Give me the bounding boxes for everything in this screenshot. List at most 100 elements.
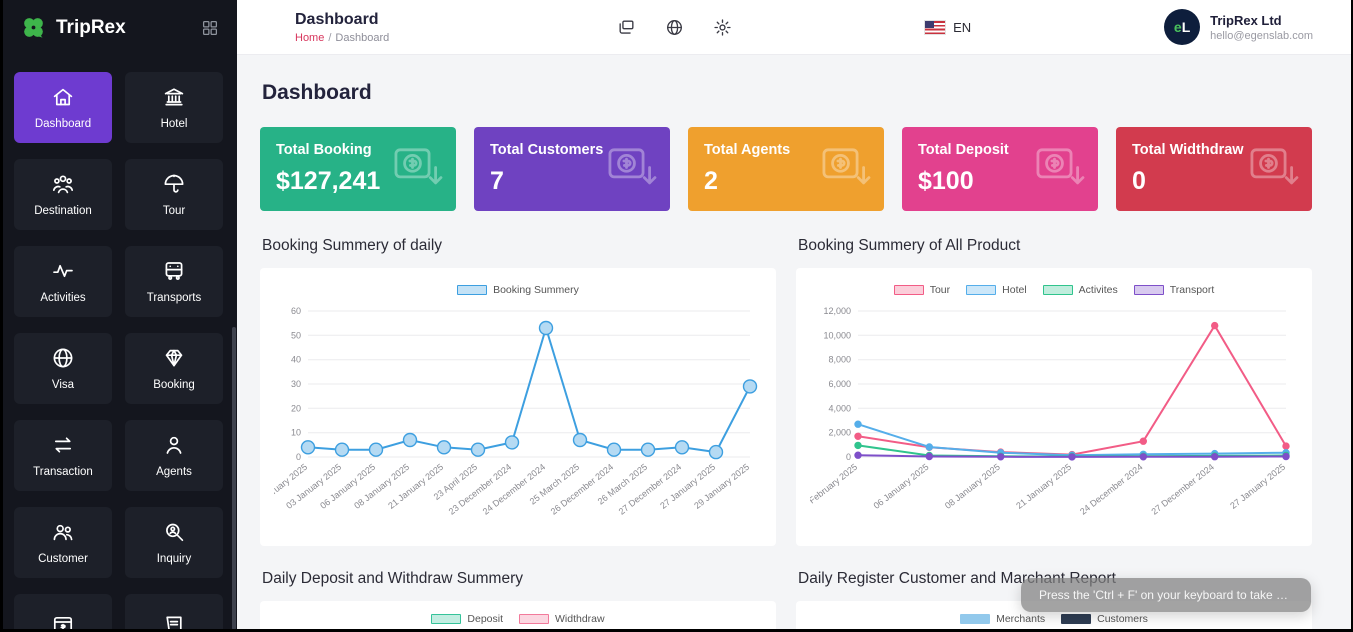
agent-icon (162, 433, 186, 457)
stat-value: $127,241 (276, 167, 381, 195)
sidebar-item-destination[interactable]: Destination (14, 159, 112, 230)
sidebar-item-label: Hotel (160, 118, 188, 130)
svg-text:08 January 2025: 08 January 2025 (943, 462, 1002, 511)
stat-label: Total Customers (490, 142, 604, 158)
sidebar-item-hidden[interactable] (125, 594, 223, 632)
sidebar-item-agents[interactable]: Agents (125, 420, 223, 491)
breadcrumb: Home / Dashboard (295, 32, 389, 44)
diamond-icon (162, 346, 186, 370)
stat-value: 2 (704, 167, 718, 195)
legend-swatch (1133, 285, 1164, 295)
all-product-chart-block: Booking Summery of All Product Tour Hotel… (796, 237, 1312, 546)
triprex-logo-icon[interactable] (20, 14, 47, 41)
svg-text:2,000: 2,000 (828, 428, 851, 438)
legend-label: Merchants (996, 613, 1046, 625)
home-icon (51, 85, 75, 109)
stat-cards: Total Booking $127,241 Total Customers 7… (260, 127, 1313, 211)
sidebar-item-hotel[interactable]: Hotel (125, 72, 223, 143)
svg-text:0: 0 (846, 452, 851, 462)
gear-icon[interactable] (713, 18, 732, 37)
svg-text:0: 0 (296, 452, 301, 462)
sidebar-item-label: Tour (162, 205, 186, 217)
avatar-letter: L (1181, 19, 1191, 35)
sidebar-item-inquiry[interactable]: Inquiry (125, 507, 223, 578)
svg-text:12,000: 12,000 (823, 306, 851, 316)
daily-booking-chart-block: Booking Summery of daily Booking Summery… (260, 237, 776, 546)
legend-item-tour[interactable]: Tour (893, 284, 951, 296)
sidebar-item-tour[interactable]: Tour (125, 159, 223, 230)
sidebar-item-label: Transports (146, 292, 202, 304)
sidebar-item-transports[interactable]: Transports (125, 246, 223, 317)
legend-item-widthdraw[interactable]: Widthdraw (519, 613, 605, 625)
money-icon (602, 140, 658, 196)
topbar-icons (617, 18, 732, 37)
sidebar-item-transaction[interactable]: Transaction (14, 420, 112, 491)
sidebar-item-hidden[interactable] (14, 594, 112, 632)
stat-card-total-agents: Total Agents 2 (688, 127, 884, 211)
legend-label: Hotel (1002, 284, 1027, 296)
sidebar-scrollbar-thumb[interactable] (232, 327, 236, 630)
svg-text:21 January 2025: 21 January 2025 (1014, 462, 1073, 511)
chart-legend: Merchants Customers (810, 611, 1298, 627)
sidebar-item-dashboard[interactable]: Dashboard (14, 72, 112, 143)
legend-swatch (1042, 285, 1073, 295)
sidebar-item-activities[interactable]: Activities (14, 246, 112, 317)
breadcrumb-home-link[interactable]: Home (295, 31, 325, 44)
legend-item-deposit[interactable]: Deposit (431, 613, 503, 625)
stat-card-total-booking: Total Booking $127,241 (260, 127, 456, 211)
chart-title: Booking Summery of daily (262, 237, 443, 254)
window-edge (1351, 0, 1353, 632)
svg-text:27 January 2025: 27 January 2025 (1228, 462, 1287, 511)
umbrella-icon (162, 172, 186, 196)
legend-swatch (519, 614, 549, 624)
svg-text:24 December 2024: 24 December 2024 (481, 462, 547, 517)
legend-item-activites[interactable]: Activites (1042, 284, 1118, 296)
language-label: EN (953, 19, 972, 35)
language-switcher[interactable]: EN (924, 19, 972, 35)
legend-item-customers[interactable]: Customers (1061, 613, 1148, 625)
stat-card-total-customers: Total Customers 7 (474, 127, 670, 211)
legend-label: Widthdraw (555, 613, 605, 625)
brand-name[interactable]: TripRex (56, 16, 126, 38)
svg-text:20: 20 (291, 403, 301, 413)
legend-item-merchants[interactable]: Merchants (960, 613, 1045, 625)
sidebar-item-customer[interactable]: Customer (14, 507, 112, 578)
chart-legend: Booking Summery (274, 281, 762, 299)
sidebar-item-visa[interactable]: Visa (14, 333, 112, 404)
svg-text:10,000: 10,000 (823, 330, 851, 340)
bus-icon (162, 259, 186, 283)
legend-item-transport[interactable]: Transport (1133, 284, 1214, 296)
legend-swatch (966, 285, 997, 295)
chart-legend: Deposit Widthdraw (274, 611, 762, 627)
booking-summary-all-product-chart: 0 2,000 4,000 6,000 8,000 10,000 12,000 03 Febr… (810, 303, 1298, 533)
svg-text:60: 60 (291, 306, 301, 316)
grid-toggle-icon[interactable] (201, 19, 219, 37)
money-icon (816, 140, 872, 196)
chart-title: Booking Summery of All Product (798, 237, 1021, 254)
globe-icon[interactable] (665, 18, 684, 37)
sidebar-item-label: Booking (153, 379, 195, 391)
topbar-titles: Dashboard Home / Dashboard (295, 11, 389, 44)
legend-label: Tour (929, 284, 951, 296)
page-title: Dashboard (262, 81, 372, 104)
chart-card: Booking Summery 010203040506001 February… (260, 268, 776, 546)
breadcrumb-separator: / (328, 31, 332, 44)
topbar: TripRex Dashboard Home / Dashboard EN (0, 0, 1353, 55)
activity-icon (51, 259, 75, 283)
breadcrumb-current: Dashboard (335, 31, 390, 44)
sidebar-item-booking[interactable]: Booking (125, 333, 223, 404)
svg-text:03 February 2025: 03 February 2025 (810, 462, 859, 514)
stat-value: 0 (1132, 167, 1146, 195)
stat-label: Total Booking (276, 142, 372, 158)
transfer-icon (51, 433, 75, 457)
legend-item-booking-summery[interactable]: Booking Summery (457, 284, 579, 296)
slides-icon[interactable] (617, 18, 636, 37)
sidebar-menu: Dashboard Hotel Destination Tour Activit… (0, 55, 237, 632)
svg-text:27 December 2024: 27 December 2024 (1149, 462, 1215, 517)
chart-title: Daily Deposit and Withdraw Summery (262, 570, 524, 587)
sidebar: Dashboard Hotel Destination Tour Activit… (0, 55, 237, 632)
sidebar-item-label: Customer (38, 553, 88, 565)
money-icon (388, 140, 444, 196)
legend-item-hotel[interactable]: Hotel (966, 284, 1027, 296)
